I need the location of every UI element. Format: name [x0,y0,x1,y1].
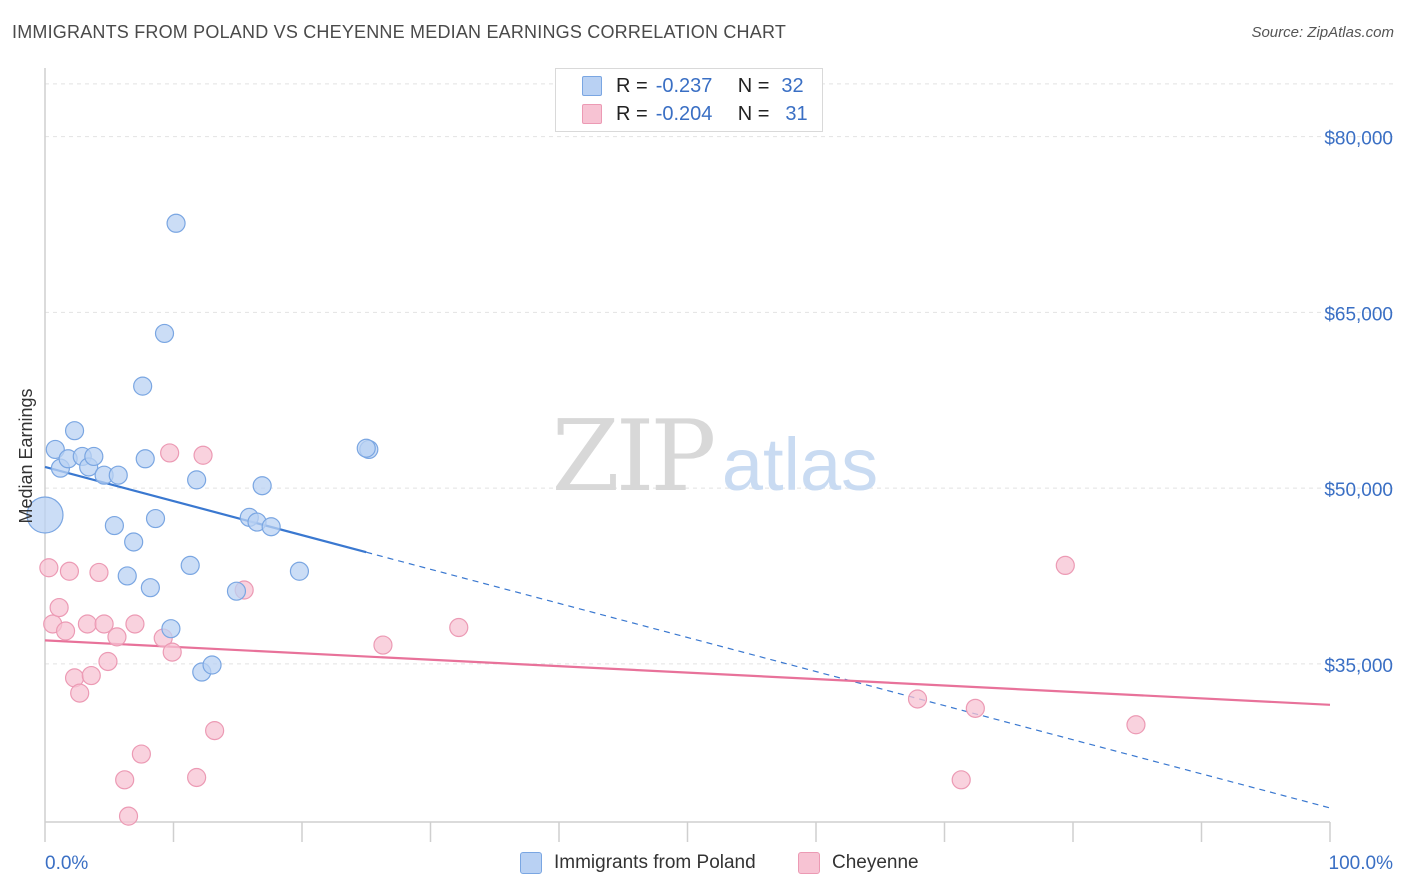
cheyenne-point [907,689,928,709]
series-legend-poland: Immigrants from Poland [520,852,756,874]
cheyenne-point [81,665,101,686]
cheyenne-trend-line [44,639,1331,706]
series-legend-cheyenne: Cheyenne [798,852,919,874]
poland-point [226,581,247,601]
trend-lines [44,465,1331,809]
cheyenne-point [107,627,127,647]
cheyenne-point [162,642,182,662]
stats-legend: R = -0.237 N = 32 R = -0.204 N = 31 [555,68,823,132]
legend-swatch-cheyenne [582,104,602,124]
poland-point [180,555,200,576]
cheyenne-point [55,621,76,641]
cheyenne-point [965,698,985,718]
cheyenne-point [193,445,213,465]
poland-point [45,439,65,460]
cheyenne-point [59,561,80,581]
cheyenne-point [449,617,469,638]
series-swatch-cheyenne [798,852,820,874]
cheyenne-point [118,806,139,826]
cheyenne-point [951,770,971,790]
poland-point [140,578,160,598]
cheyenne-point [1055,555,1075,576]
legend-n-value: 32 [781,74,804,97]
poland-point [289,561,310,581]
poland-point [104,515,124,536]
y-tick-label: $35,000 [1324,656,1393,677]
cheyenne-point [94,614,114,634]
legend-swatch-poland [582,76,602,96]
poland-point [145,508,166,529]
poland-point [117,566,137,586]
tick-labels: $35,000 $50,000 $65,000 $80,000 0.0% 100.0% [45,129,1393,874]
series-swatch-poland [520,852,542,874]
watermark-atlas: atlas [722,423,878,506]
legend-n-label: N = [737,74,770,97]
chart-title: IMMIGRANTS FROM POLAND VS CHEYENNE MEDIA… [12,22,787,42]
cheyenne-point [49,597,69,618]
axes [44,68,1331,842]
cheyenne-point [125,614,145,634]
watermark-zip: ZIP [552,400,714,514]
x-tick-label: 100.0% [1329,853,1394,874]
legend-n-value: 31 [785,102,808,125]
poland-point [261,517,281,537]
poland-point [166,213,186,233]
gridlines [45,83,1395,665]
legend-n-label: N = [737,102,770,125]
x-tick-label: 0.0% [45,853,88,874]
y-tick-label: $50,000 [1324,480,1393,501]
cheyenne-point [89,562,109,583]
legend-r-value: -0.237 [655,74,713,97]
y-tick-label: $80,000 [1324,129,1393,150]
poland-point [154,323,175,344]
watermark: ZIP atlas [552,400,879,514]
legend-r-value: -0.204 [655,102,713,125]
poland-point [64,421,85,441]
cheyenne-point [131,744,151,764]
cheyenne-point [373,635,393,655]
data-points [26,213,1146,826]
cheyenne-point [1126,715,1146,735]
poland-point [124,532,144,552]
poland-point [108,465,128,485]
cheyenne-point [115,770,135,790]
legend-r-label: R = [616,102,648,125]
cheyenne-point [205,721,225,741]
poland-point [133,376,153,396]
legend-row-poland: R = -0.237 N = 32 [582,74,804,98]
y-axis-title: Median Earnings [16,388,36,523]
cheyenne-point [98,651,118,672]
cheyenne-point [70,683,90,703]
poland-point [356,438,376,458]
legend-row-cheyenne: R = -0.204 N = 31 [582,102,808,126]
poland-point [202,655,222,675]
cheyenne-point [187,767,207,788]
legend-r-label: R = [616,74,648,97]
poland-point [161,619,181,639]
poland-point [84,446,104,467]
cheyenne-point [160,443,180,463]
series-label-cheyenne: Cheyenne [832,852,919,873]
poland-point [26,496,64,534]
poland-point [252,476,272,496]
source-label: Source: ZipAtlas.com [1251,24,1394,41]
series-label-poland: Immigrants from Poland [554,852,756,873]
poland-point [135,449,155,469]
y-tick-label: $65,000 [1324,304,1393,325]
poland-point [187,470,207,490]
cheyenne-point [77,614,98,634]
cheyenne-point [39,558,59,578]
